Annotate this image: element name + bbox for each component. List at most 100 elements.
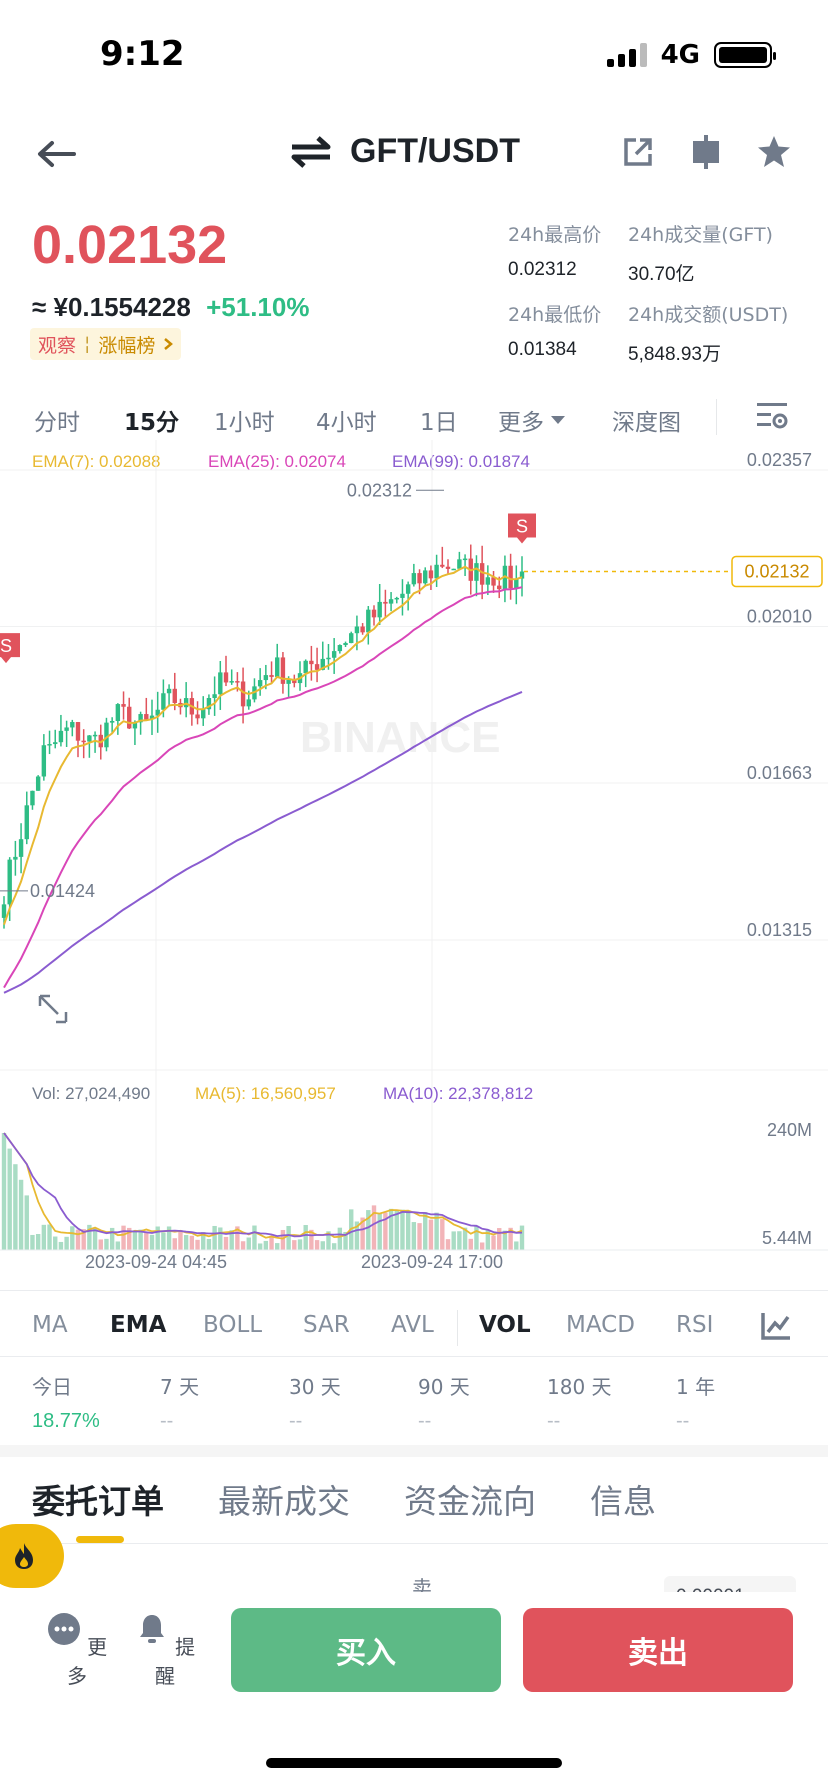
legend-ema99: EMA(99): 0.01874 bbox=[392, 452, 530, 471]
volume-bar bbox=[303, 1225, 308, 1250]
volume-bar bbox=[172, 1238, 177, 1250]
back-arrow-icon[interactable] bbox=[34, 132, 78, 176]
ind-tab-ema[interactable]: EMA bbox=[110, 1312, 167, 1338]
x-tick-label: 2023-09-24 17:00 bbox=[361, 1252, 503, 1270]
legend-vol-ma5: MA(5): 16,560,957 bbox=[195, 1084, 336, 1103]
ind-tab-macd[interactable]: MACD bbox=[566, 1312, 635, 1338]
tab-timeline[interactable]: 分时 bbox=[34, 410, 80, 436]
tab-depth[interactable]: 深度图 bbox=[612, 410, 681, 436]
volume-bar bbox=[13, 1164, 18, 1250]
candle-body bbox=[457, 559, 462, 569]
share-icon[interactable] bbox=[618, 132, 658, 172]
volume-bar bbox=[292, 1240, 297, 1250]
candle-body bbox=[172, 688, 177, 703]
price-chart[interactable]: BINANCE 0.02357 0.02010 0.01663 0.01315 0.0… bbox=[0, 440, 828, 1270]
tab-1d[interactable]: 1日 bbox=[420, 410, 458, 436]
volume-bar bbox=[252, 1225, 257, 1250]
candle-body bbox=[428, 570, 434, 579]
ind-tab-boll[interactable]: BOLL bbox=[203, 1312, 263, 1338]
y-tick-label: 0.01663 bbox=[747, 763, 812, 783]
candle-body bbox=[440, 564, 445, 567]
ind-tab-sar[interactable]: SAR bbox=[303, 1312, 350, 1338]
compare-icon[interactable] bbox=[686, 130, 726, 174]
home-indicator bbox=[266, 1758, 562, 1768]
sell-button[interactable]: 卖出 bbox=[523, 1608, 793, 1692]
candle-body bbox=[280, 657, 286, 684]
candle-body bbox=[149, 715, 155, 720]
tab-more[interactable]: 更多 bbox=[498, 403, 566, 437]
legend-vol: Vol: 27,024,490 bbox=[32, 1084, 151, 1103]
tab-money-flow[interactable]: 资金流向 bbox=[404, 1482, 536, 1521]
perf-1y-label: 1 年 bbox=[676, 1375, 716, 1399]
volume-bar bbox=[144, 1233, 149, 1250]
volume-bar bbox=[53, 1236, 58, 1250]
volume-bar bbox=[87, 1224, 92, 1250]
stat-volume: 24h成交量(GFT) 30.70亿 bbox=[628, 220, 773, 286]
tab-4h[interactable]: 4小时 bbox=[316, 410, 377, 436]
tab-trades[interactable]: 最新成交 bbox=[218, 1482, 350, 1521]
volume-bar bbox=[240, 1241, 246, 1250]
volume-bar bbox=[195, 1239, 200, 1250]
candle-body bbox=[320, 658, 325, 670]
interval-tabs: 分时 15分 1小时 4小时 1日 更多 深度图 bbox=[0, 395, 828, 445]
bottom-action-bar: 更多 提醒 买入 卖出 bbox=[0, 1592, 828, 1792]
candle-body bbox=[360, 626, 365, 633]
perf-1y: 1 年 -- bbox=[676, 1371, 715, 1433]
volume-bar bbox=[502, 1230, 508, 1250]
ema-line-7 bbox=[3, 565, 523, 926]
status-indicators: 4G bbox=[606, 40, 776, 70]
perf-today: 今日 18.77% bbox=[32, 1371, 100, 1433]
signal-marker bbox=[508, 513, 536, 544]
stat-low-value: 0.01384 bbox=[508, 339, 577, 360]
ranking-tag[interactable]: 观察 ¦ 涨幅榜 bbox=[30, 328, 182, 360]
volume-bar bbox=[411, 1222, 417, 1250]
volume-bar bbox=[371, 1205, 377, 1250]
pair-label: GFT/USDT bbox=[350, 132, 520, 170]
tab-info[interactable]: 信息 bbox=[590, 1482, 656, 1521]
ind-tab-ma[interactable]: MA bbox=[32, 1312, 68, 1338]
tab-15m[interactable]: 15分 bbox=[124, 410, 180, 436]
tab-orders[interactable]: 委托订单 bbox=[32, 1482, 164, 1521]
volume-bar bbox=[92, 1228, 98, 1250]
perf-today-value: 18.77% bbox=[32, 1410, 100, 1432]
volume-bar bbox=[183, 1235, 189, 1250]
tab-1h[interactable]: 1小时 bbox=[214, 410, 275, 436]
flame-icon bbox=[15, 1543, 33, 1569]
chart-settings-icon[interactable] bbox=[752, 397, 792, 437]
indicator-chart-icon[interactable] bbox=[756, 1306, 796, 1346]
candle-body bbox=[127, 706, 132, 729]
volume-bar bbox=[269, 1235, 274, 1250]
volume-bar bbox=[178, 1230, 183, 1250]
stat-low-label: 24h最低价 bbox=[508, 304, 602, 326]
ind-tab-rsi[interactable]: RSI bbox=[676, 1312, 714, 1338]
candle-body bbox=[394, 597, 399, 600]
candle-body bbox=[229, 681, 234, 683]
favorite-star-icon[interactable] bbox=[752, 130, 796, 174]
volume-bar bbox=[423, 1212, 428, 1250]
pair-title[interactable]: GFT/USDT bbox=[290, 132, 520, 171]
more-button[interactable]: 更多 bbox=[42, 1612, 112, 1689]
signal-marker-label: S bbox=[516, 516, 528, 536]
candle-body bbox=[400, 593, 405, 598]
chart-markers: 0.02312 0.01424 0.02132 S S bbox=[0, 480, 823, 1024]
stat-amount-value: 5,848.93万 bbox=[628, 344, 721, 365]
price-cny: ≈ ¥0.1554228 bbox=[32, 292, 191, 322]
candle-body bbox=[388, 599, 394, 604]
precision-select[interactable]: 0.00001 bbox=[664, 1576, 796, 1594]
volume-bar bbox=[434, 1212, 439, 1250]
tabs-divider bbox=[716, 399, 717, 435]
ind-tab-vol[interactable]: VOL bbox=[479, 1312, 531, 1338]
candle-body bbox=[13, 856, 18, 860]
candle-body bbox=[349, 633, 354, 644]
alert-label: 提醒 bbox=[155, 1635, 196, 1688]
candle-body bbox=[70, 722, 75, 728]
buy-button[interactable]: 买入 bbox=[231, 1608, 501, 1692]
legend-vol-ma10: MA(10): 22,378,812 bbox=[383, 1084, 534, 1103]
chart-grid bbox=[0, 440, 828, 1250]
alert-button[interactable]: 提醒 bbox=[130, 1612, 200, 1689]
candle-body bbox=[24, 805, 29, 840]
ind-tab-avl[interactable]: AVL bbox=[391, 1312, 434, 1338]
fab-flame-button[interactable] bbox=[0, 1524, 64, 1588]
more-dots-icon bbox=[47, 1613, 80, 1645]
candle-body bbox=[326, 657, 331, 660]
